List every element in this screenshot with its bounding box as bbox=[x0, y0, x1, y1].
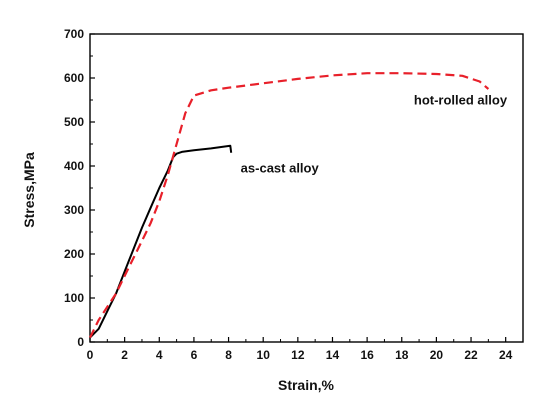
x-tick-label: 24 bbox=[499, 348, 513, 362]
y-tick-label: 0 bbox=[77, 335, 84, 349]
x-tick-label: 0 bbox=[87, 348, 94, 362]
series-line-hot-rolled-alloy bbox=[89, 72, 490, 339]
x-tick-label: 22 bbox=[464, 348, 478, 362]
y-axis-title: Stress,MPa bbox=[21, 152, 37, 228]
x-tick-label: 18 bbox=[395, 348, 409, 362]
x-tick-label: 10 bbox=[257, 348, 271, 362]
label-layer: Strain,% Stress,MPa 0 2 4 6 8 10 12 14 16 18 20 22 2… bbox=[21, 27, 513, 393]
x-tick-label: 2 bbox=[121, 348, 128, 362]
plot-frame bbox=[89, 33, 524, 343]
x-tick-label: 4 bbox=[156, 348, 163, 362]
x-axis-title: Strain,% bbox=[278, 377, 335, 393]
series-layer bbox=[89, 72, 490, 339]
x-tick-label: 20 bbox=[430, 348, 444, 362]
y-tick-label: 100 bbox=[64, 291, 84, 305]
axes-layer bbox=[89, 33, 524, 343]
y-tick-label: 600 bbox=[64, 71, 84, 85]
y-tick-label: 500 bbox=[64, 115, 84, 129]
y-tick-label: 700 bbox=[64, 27, 84, 41]
x-tick-label: 6 bbox=[191, 348, 198, 362]
y-tick-label: 200 bbox=[64, 247, 84, 261]
annotation-as-cast-alloy: as-cast alloy bbox=[241, 161, 320, 176]
series-line-as-cast-alloy bbox=[89, 144, 233, 339]
x-tick-label: 12 bbox=[291, 348, 305, 362]
y-tick-label: 300 bbox=[64, 203, 84, 217]
x-tick-label: 8 bbox=[225, 348, 232, 362]
x-tick-label: 16 bbox=[360, 348, 374, 362]
annotation-hot-rolled-alloy: hot-rolled alloy bbox=[414, 92, 508, 107]
x-tick-label: 14 bbox=[326, 348, 340, 362]
y-tick-label: 400 bbox=[64, 159, 84, 173]
